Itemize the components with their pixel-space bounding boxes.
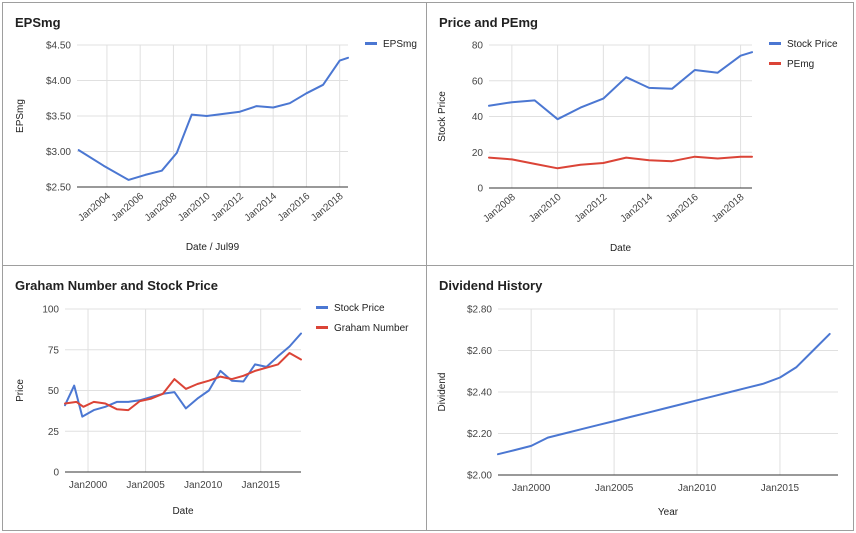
- y-tick-label: 60: [472, 76, 484, 87]
- x-tick-label: Jan2005: [126, 480, 165, 491]
- y-tick-label: $3.00: [46, 147, 71, 158]
- y-axis-label: Price: [15, 379, 26, 402]
- panel-epsmg: EPSmg $2.50 $3.00 $3.50 $4.00 $4.50 Jan2004 Ja…: [2, 2, 427, 266]
- legend-item: Stock Price: [316, 303, 385, 314]
- y-tick-label: 80: [472, 41, 484, 52]
- panel-graham: Graham Number and Stock Price 0 25 50 75 100…: [2, 265, 427, 531]
- x-tick-label: Jan2010: [184, 480, 223, 491]
- legend-label: Stock Price: [787, 39, 838, 50]
- legend-item: Graham Number: [316, 323, 409, 334]
- x-tick-label: Jan2006: [110, 191, 147, 224]
- legend-swatch: [316, 326, 328, 329]
- epsmg-chart: $2.50$3.00$3.50$4.00$4.50Jan2004Jan2006J…: [15, 39, 417, 253]
- series-line-dividend: [497, 332, 831, 456]
- x-axis-label: Date: [172, 506, 194, 517]
- legend-swatch: [769, 42, 781, 45]
- y-tick-label: $4.50: [46, 41, 71, 52]
- y-tick-label: 75: [48, 345, 60, 356]
- y-tick-label: 40: [472, 112, 484, 123]
- dividend-chart: $2.00 $2.20 $2.40 $2.60 $2.80 Jan2000 Jan2005 J…: [437, 305, 838, 518]
- legend-item: PEmg: [769, 59, 814, 70]
- x-tick-label: Jan2015: [242, 480, 281, 491]
- x-tick-label: Jan2012: [573, 192, 610, 225]
- y-tick-label: 0: [477, 184, 483, 195]
- series-line-stock-price: [64, 332, 302, 418]
- x-tick-label: Jan2012: [209, 191, 246, 224]
- chart-title: EPSmg: [15, 15, 61, 30]
- x-tick-label: Jan2000: [69, 480, 108, 491]
- graham-chart: 0 25 50 75 100 Jan2000 Jan2005 Jan2010 Jan2015 Da…: [15, 303, 409, 517]
- y-tick-label: $4.00: [46, 76, 71, 87]
- x-tick-label: Jan2018: [710, 192, 747, 225]
- legend-swatch: [316, 306, 328, 309]
- y-tick-label: $2.60: [467, 346, 492, 357]
- y-tick-label: 100: [42, 305, 59, 316]
- chart-title: Graham Number and Stock Price: [15, 278, 219, 293]
- legend-label: EPSmg: [383, 39, 417, 50]
- x-tick-label: Jan2010: [176, 191, 213, 224]
- x-tick-label: Jan2016: [276, 191, 313, 224]
- legend-item: EPSmg: [365, 39, 417, 50]
- y-tick-label: 25: [48, 427, 60, 438]
- gridlines: [489, 44, 752, 188]
- x-tick-label: Jan2010: [678, 483, 717, 494]
- y-tick-label: 0: [53, 468, 59, 479]
- chart-title: Dividend History: [439, 278, 543, 293]
- panel-dividend: Dividend History $2.00 $2.20 $2.40 $2.60 $2.…: [426, 265, 854, 531]
- x-axis-label: Year: [658, 507, 679, 518]
- x-tick-label: Jan2008: [481, 192, 518, 225]
- y-axis-label: Stock Price: [437, 91, 448, 142]
- chart-title: Price and PEmg: [439, 15, 538, 30]
- x-tick-label: Jan2018: [309, 191, 346, 224]
- y-tick-label: $2.50: [46, 183, 71, 194]
- gridlines: [498, 308, 838, 475]
- legend-swatch: [769, 62, 781, 65]
- legend-item: Stock Price: [769, 39, 838, 50]
- legend-label: Stock Price: [334, 303, 385, 314]
- series-line-epsmg: [77, 56, 349, 181]
- gridlines: [77, 44, 348, 187]
- series-line-pemg: [488, 155, 753, 170]
- x-tick-label: Jan2005: [595, 483, 634, 494]
- y-tick-label: 50: [48, 386, 60, 397]
- x-tick-label: Jan2015: [761, 483, 800, 494]
- y-axis-label: EPSmg: [15, 99, 26, 133]
- x-tick-label: Jan2008: [143, 191, 180, 224]
- series-line-stock-price: [488, 51, 753, 121]
- gridlines: [65, 308, 301, 472]
- x-tick-label: Jan2010: [527, 192, 564, 225]
- series-line-graham-number: [64, 352, 302, 412]
- y-tick-label: $3.50: [46, 112, 71, 123]
- x-tick-label: Jan2000: [512, 483, 551, 494]
- y-tick-label: $2.40: [467, 388, 492, 399]
- y-axis-label: Dividend: [437, 373, 448, 412]
- x-tick-label: Jan2004: [76, 191, 113, 224]
- x-tick-label: Jan2014: [243, 191, 280, 224]
- x-axis-label: Date: [610, 243, 632, 254]
- legend-label: PEmg: [787, 59, 814, 70]
- y-tick-label: $2.00: [467, 471, 492, 482]
- legend-label: Graham Number: [334, 323, 409, 334]
- legend-swatch: [365, 42, 377, 45]
- y-tick-label: 20: [472, 148, 484, 159]
- x-tick-label: Jan2014: [619, 192, 656, 225]
- y-tick-label: $2.80: [467, 305, 492, 316]
- x-axis-label: Date / Jul99: [186, 242, 240, 253]
- panel-price-pemg: Price and PEmg 0 20 40 60 80 Jan2008 Jan2010 Ja…: [426, 2, 854, 266]
- x-tick-label: Jan2016: [664, 192, 701, 225]
- y-tick-label: $2.20: [467, 429, 492, 440]
